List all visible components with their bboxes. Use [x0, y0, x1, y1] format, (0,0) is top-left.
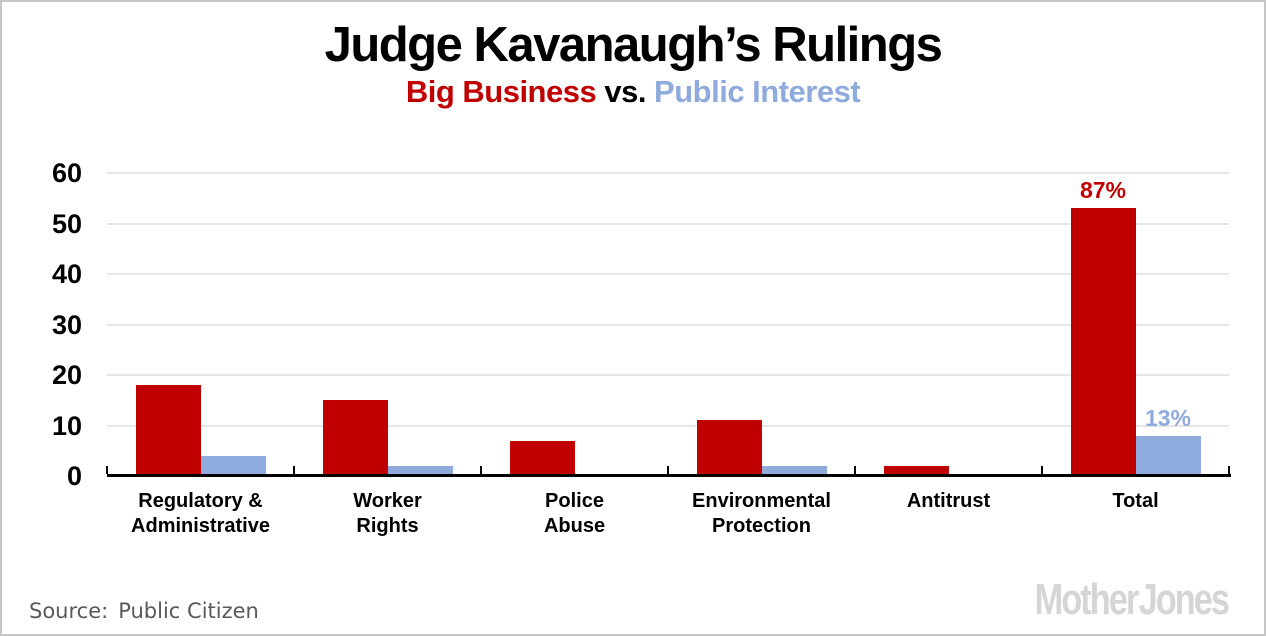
x-category-label-line: Police [545, 490, 604, 512]
bar-big-business-antitrust [883, 465, 949, 476]
x-category-label-line: Worker [353, 490, 422, 512]
bar-big-business-environmental-protection [696, 420, 762, 476]
axis-tick-3 [667, 466, 669, 474]
x-category-label-line: Abuse [543, 515, 606, 537]
x-category-label-line: Environmental [692, 490, 831, 512]
bar-public-interest-worker-rights [387, 465, 453, 476]
subtitle-part-2: Public Interest [654, 74, 861, 109]
gridline-30 [107, 323, 1229, 326]
x-category-label-line: Regulatory & [138, 490, 263, 512]
y-axis-label-30: 30 [51, 309, 82, 340]
y-axis-label-20: 20 [51, 360, 82, 390]
x-category-label-line: Administrative [131, 515, 270, 537]
subtitle-part-1: vs. [596, 74, 655, 109]
bar-value-label-87: 87% [1079, 177, 1127, 204]
chart-title: Judge Kavanaugh’s Rulings [324, 18, 943, 72]
y-axis-label-10: 10 [51, 410, 82, 441]
x-category-label-line: Protection [712, 515, 811, 537]
axis-tick-4 [854, 466, 856, 474]
bar-public-interest-regulatory-administrative [200, 455, 266, 476]
x-category-label-line: Total [1112, 490, 1159, 512]
chart-subtitle: Big Business vs. Public Interest [2, 73, 1264, 111]
mother-jones-logo: Mother Jones [1034, 575, 1230, 624]
y-axis-label-50: 50 [51, 208, 82, 239]
bar-big-business-total [1070, 208, 1136, 476]
gridline-20 [107, 374, 1229, 376]
x-axis-line [107, 474, 1231, 477]
gridline-50 [107, 222, 1229, 225]
y-axis-label-0: 0 [66, 461, 82, 491]
x-category-label-line: Antitrust [906, 490, 991, 512]
source-text: Source: Public Citizen [29, 599, 259, 623]
x-category-label-regulatory-administrative: Regulatory & Administrative [131, 489, 270, 539]
gridline-60 [107, 172, 1229, 174]
x-category-label-police-abuse: Police Abuse [544, 489, 605, 539]
y-axis-label-40: 40 [51, 259, 82, 289]
bar-public-interest-environmental-protection [761, 465, 827, 476]
axis-tick-1 [293, 466, 295, 474]
gridline-40 [107, 273, 1229, 275]
bar-value-label-13: 13% [1144, 404, 1192, 431]
y-axis-label-60: 60 [51, 158, 82, 188]
axis-tick-0 [106, 466, 108, 474]
source-value: Public Citizen [118, 599, 259, 623]
x-category-label-worker-rights: Worker Rights [353, 489, 422, 539]
x-category-label-environmental-protection: Environmental Protection [692, 489, 831, 539]
bar-big-business-regulatory-administrative [135, 385, 201, 476]
gridline-10 [107, 424, 1229, 427]
subtitle-part-0: Big Business [405, 74, 597, 109]
bar-big-business-police-abuse [509, 440, 575, 476]
axis-tick-2 [480, 466, 482, 474]
x-category-label-total: Total [1112, 489, 1158, 514]
axis-tick-6 [1228, 466, 1230, 474]
bar-public-interest-total [1135, 435, 1201, 476]
source-label: Source: [29, 599, 109, 623]
x-category-label-antitrust: Antitrust [907, 489, 990, 514]
bar-big-business-worker-rights [322, 400, 388, 476]
axis-tick-5 [1041, 466, 1043, 474]
x-category-label-line: Rights [356, 515, 419, 537]
